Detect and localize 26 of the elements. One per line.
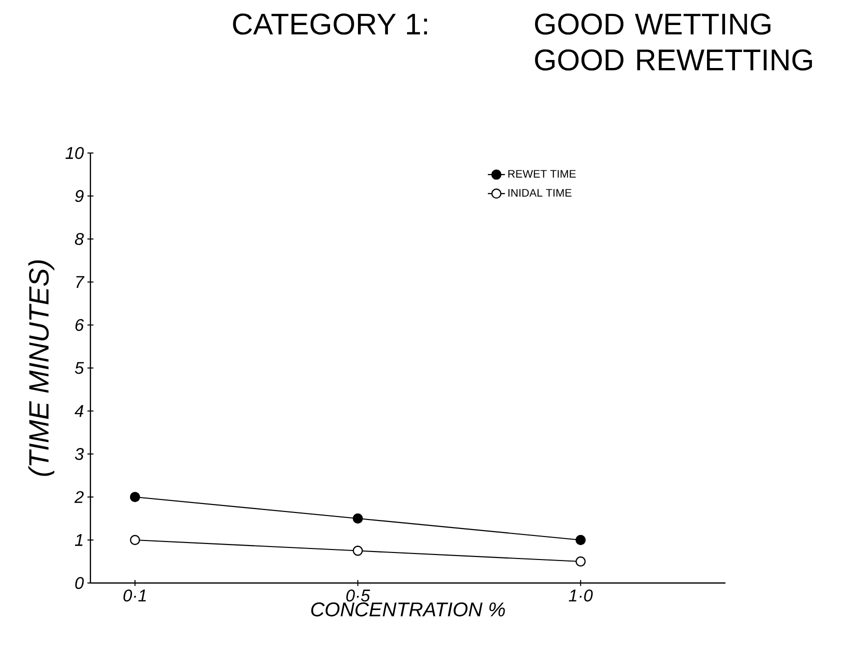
y-tick-label: 8 <box>74 233 84 245</box>
point <box>130 492 140 502</box>
legend-label: REWET TIME <box>508 170 576 178</box>
point <box>576 534 586 546</box>
chart-title: CATEGORY 1: <box>233 14 427 35</box>
y-tick-label: 6 <box>75 319 84 331</box>
y-tick-label: 0 <box>75 577 84 589</box>
x-tick-label: 1·0 <box>568 590 593 602</box>
y-tick-label: 1 <box>74 534 82 546</box>
y-tick-label: 3 <box>74 448 84 460</box>
y-tick-label: 5 <box>74 362 84 374</box>
y-tick-label: 9 <box>75 190 84 202</box>
x-tick-label: 0·1 <box>123 590 146 602</box>
y-tick-label: 7 <box>76 276 84 288</box>
y-tick-label: 2 <box>74 491 84 503</box>
chart-subtitle: GOOD WETTING GOOD REWETTING <box>535 14 812 71</box>
point <box>130 534 140 546</box>
y-axis-title: (TIME MINUTES) <box>28 260 54 476</box>
legend-label: INIDAL TIME <box>508 189 572 197</box>
x-tick-label: 0·5 <box>346 590 370 602</box>
point <box>352 546 363 556</box>
y-tick-label: 4 <box>74 405 84 417</box>
point <box>576 556 586 567</box>
x-axis-title: CONCENTRATION % <box>311 602 505 616</box>
y-tick-label: 10 <box>66 147 84 159</box>
point <box>352 513 363 524</box>
